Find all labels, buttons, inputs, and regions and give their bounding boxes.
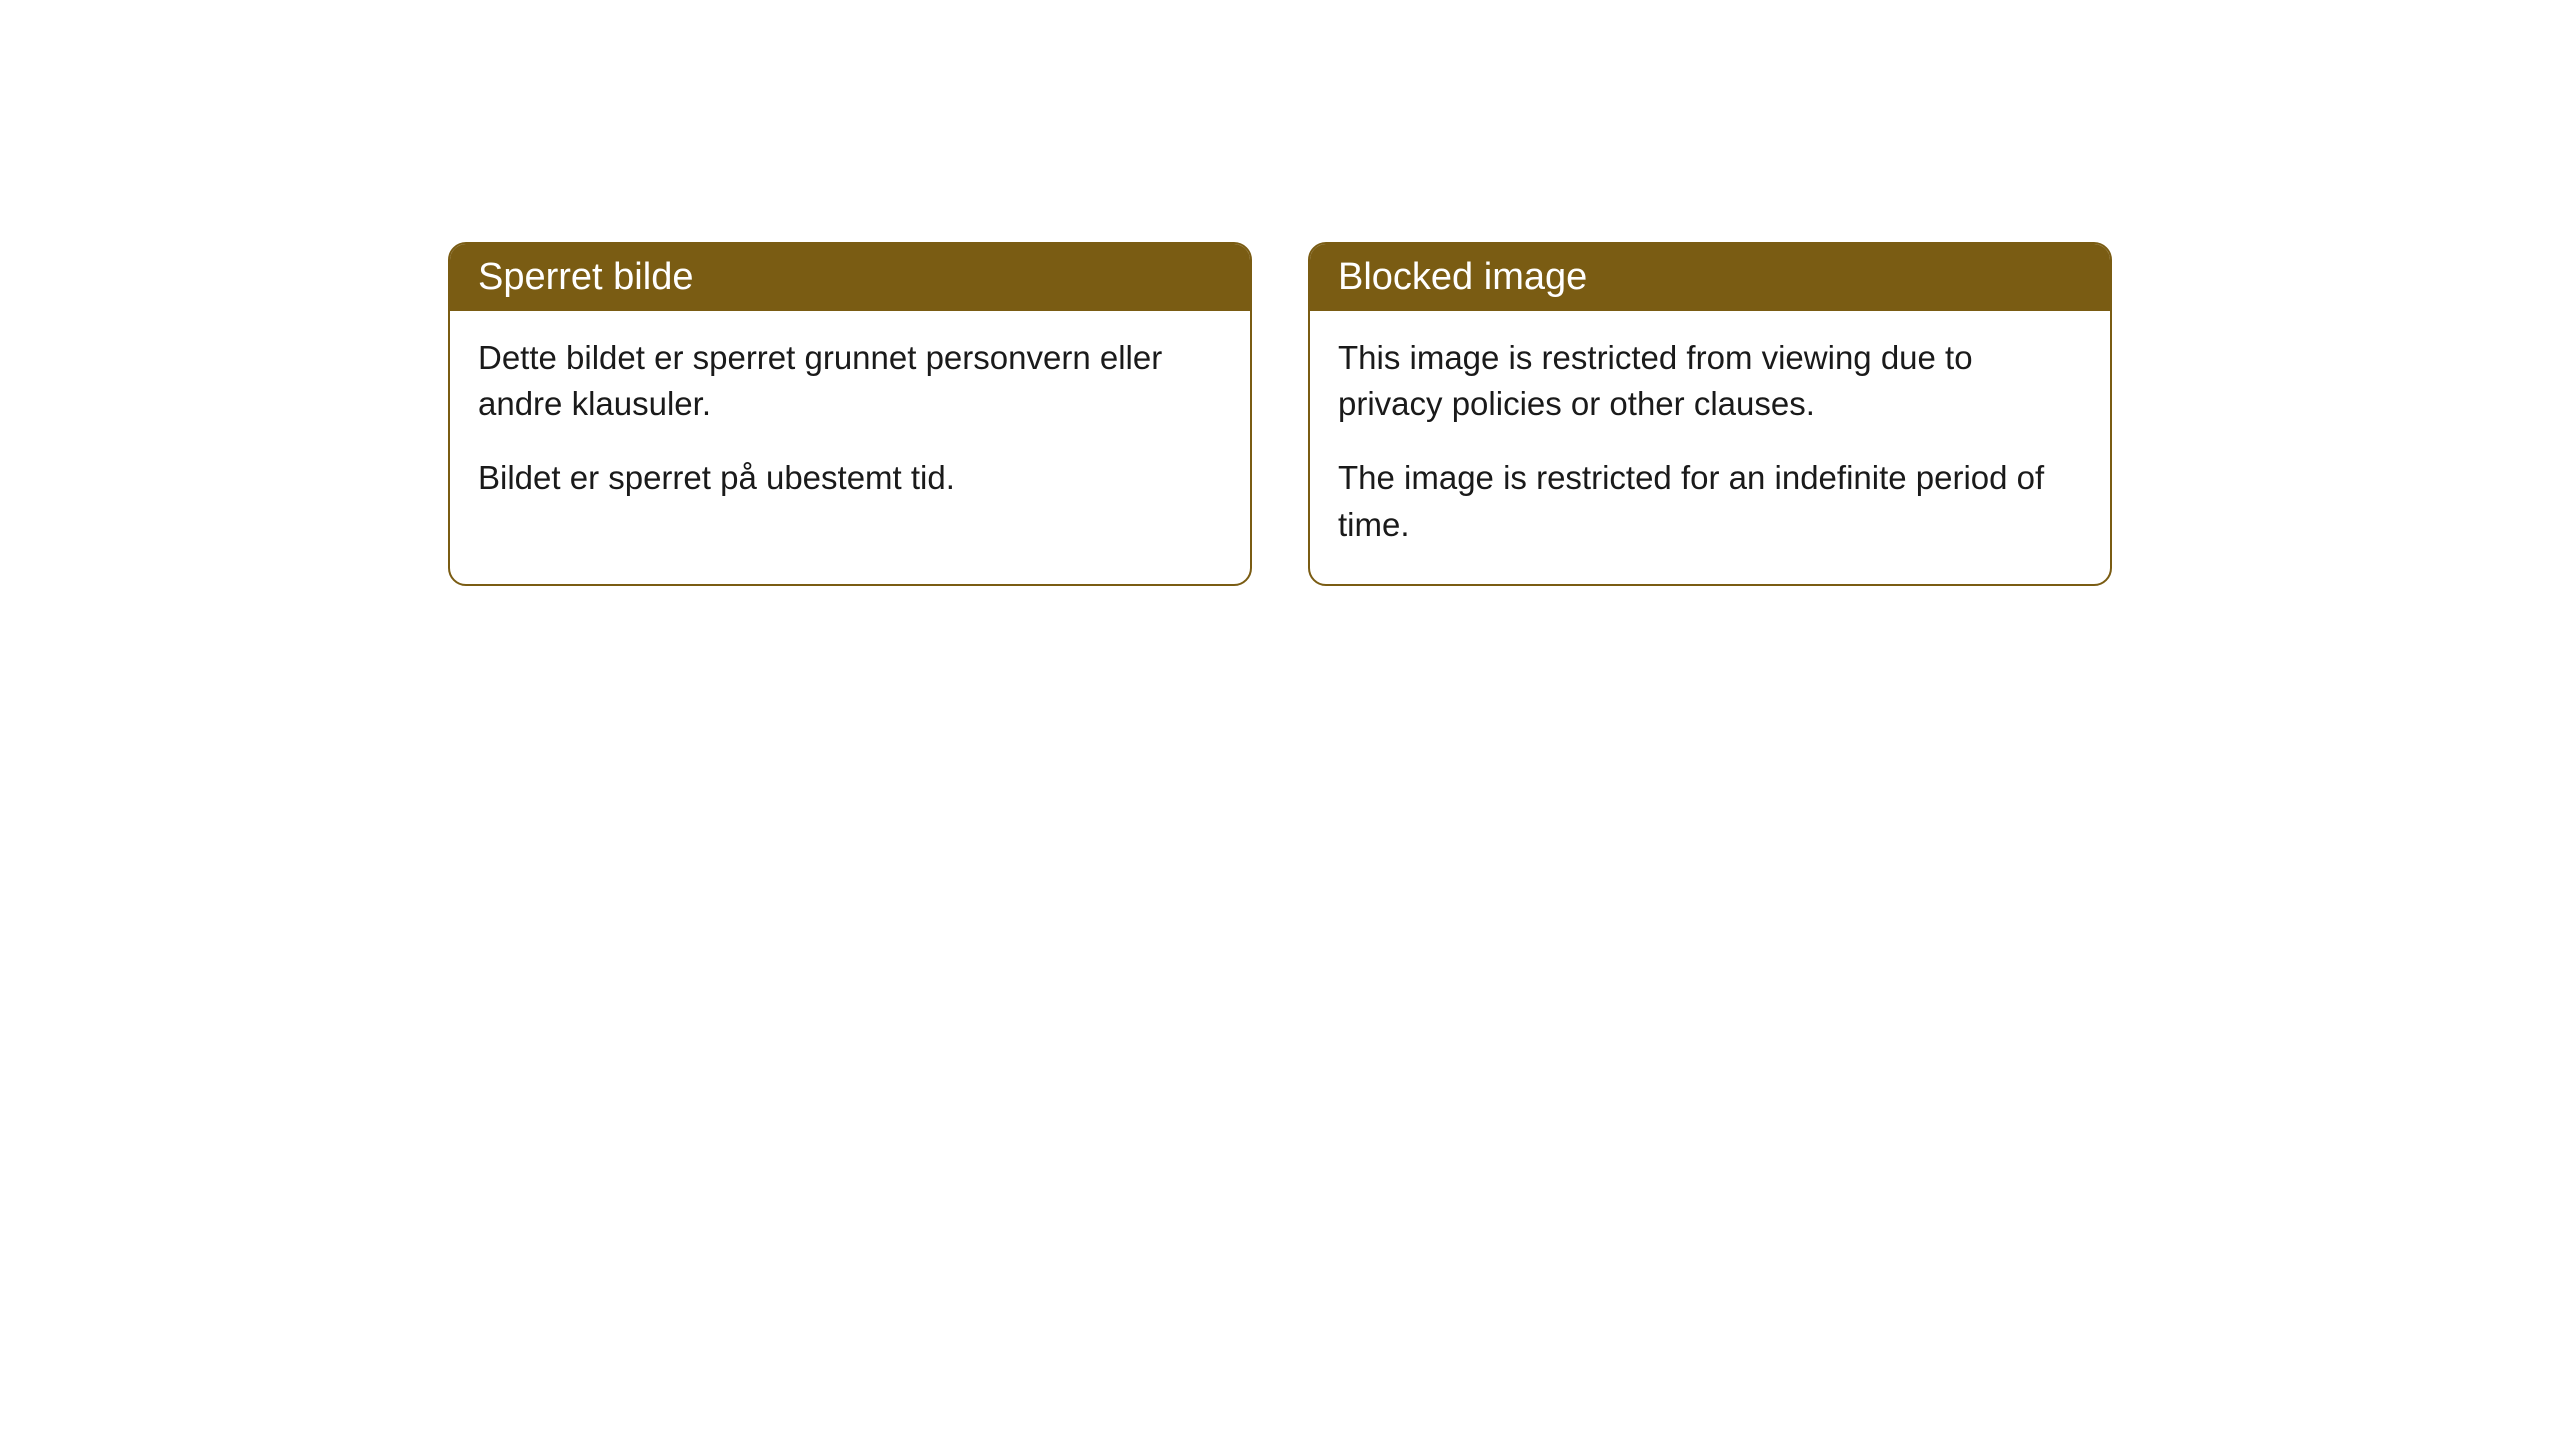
card-body: Dette bildet er sperret grunnet personve… — [450, 311, 1250, 538]
card-header: Blocked image — [1310, 244, 2110, 311]
card-paragraph-1: Dette bildet er sperret grunnet personve… — [478, 335, 1222, 427]
blocked-image-card-english: Blocked image This image is restricted f… — [1308, 242, 2112, 586]
notice-cards-container: Sperret bilde Dette bildet er sperret gr… — [448, 242, 2560, 586]
card-title: Blocked image — [1338, 256, 1587, 298]
card-title: Sperret bilde — [478, 256, 693, 298]
card-paragraph-2: Bildet er sperret på ubestemt tid. — [478, 455, 1222, 501]
blocked-image-card-norwegian: Sperret bilde Dette bildet er sperret gr… — [448, 242, 1252, 586]
card-paragraph-1: This image is restricted from viewing du… — [1338, 335, 2082, 427]
card-paragraph-2: The image is restricted for an indefinit… — [1338, 455, 2082, 547]
card-body: This image is restricted from viewing du… — [1310, 311, 2110, 584]
card-header: Sperret bilde — [450, 244, 1250, 311]
